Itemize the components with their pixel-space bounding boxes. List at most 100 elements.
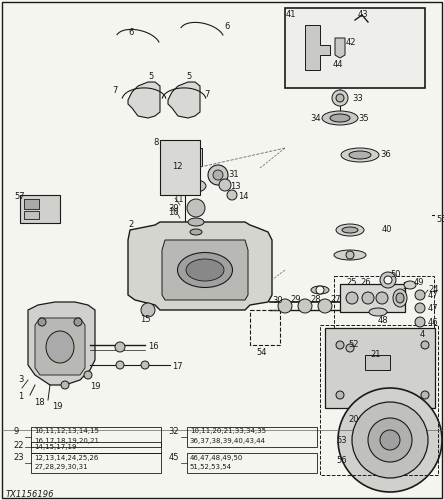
Text: 12: 12 [172,162,182,171]
Text: 25: 25 [346,278,357,287]
Polygon shape [335,38,345,58]
Text: 32: 32 [169,426,179,436]
Text: 2: 2 [128,220,133,229]
Text: 47: 47 [428,304,439,313]
Polygon shape [35,318,85,375]
Text: 51: 51 [402,282,412,291]
Circle shape [316,286,324,294]
Ellipse shape [404,281,416,289]
Text: 24: 24 [428,285,439,294]
Bar [32,442,161,452]
Circle shape [187,199,205,217]
Bar [160,140,200,195]
Text: 4: 4 [420,330,425,339]
Text: 6: 6 [128,28,133,37]
Ellipse shape [46,331,74,363]
Text: 15: 15 [140,315,151,324]
Text: 22: 22 [13,442,24,450]
Ellipse shape [342,227,358,233]
Bar [365,355,390,370]
Text: 35: 35 [358,114,369,123]
Text: 5: 5 [148,72,153,81]
Bar [340,284,405,312]
Circle shape [141,361,149,369]
Text: 6: 6 [224,22,230,31]
Polygon shape [128,222,272,310]
Circle shape [415,290,425,300]
Bar [24,199,39,209]
Circle shape [115,342,125,352]
Text: 53: 53 [336,436,347,445]
Text: 9: 9 [13,426,19,436]
Text: 27,28,29,30,31: 27,28,29,30,31 [34,464,88,470]
Text: 56: 56 [336,456,347,465]
Text: 1: 1 [18,392,23,401]
Polygon shape [28,302,95,385]
Circle shape [38,318,46,326]
Bar [32,453,161,473]
Text: 51,52,53,54: 51,52,53,54 [190,464,232,470]
Text: 7: 7 [204,90,210,99]
Ellipse shape [336,224,364,236]
Text: 30: 30 [272,296,283,305]
Text: 49: 49 [414,278,424,287]
Ellipse shape [348,412,432,468]
Circle shape [346,251,354,259]
Ellipse shape [393,289,407,307]
Circle shape [346,344,354,352]
Polygon shape [168,82,200,118]
Text: 16: 16 [148,342,159,351]
Text: 52: 52 [348,340,358,349]
Ellipse shape [186,180,206,192]
Text: 29: 29 [290,295,301,304]
Ellipse shape [349,151,371,159]
Text: 39: 39 [168,204,178,213]
Text: 46,47,48,49,50: 46,47,48,49,50 [190,455,243,461]
Text: 55: 55 [436,215,444,224]
Text: 19: 19 [90,382,100,391]
Ellipse shape [330,114,350,122]
Circle shape [318,299,332,313]
Text: 46: 46 [428,318,439,327]
Text: 19: 19 [52,402,63,411]
Circle shape [227,190,237,200]
Bar [183,152,197,162]
Circle shape [415,303,425,313]
Bar [250,310,280,345]
Circle shape [415,317,425,327]
Text: 40: 40 [382,225,392,234]
Text: 23: 23 [13,453,24,462]
Bar [325,328,435,408]
Circle shape [368,418,412,462]
Circle shape [141,303,155,317]
Text: 36: 36 [380,150,391,159]
Text: 10,11,20,21,33,34,35: 10,11,20,21,33,34,35 [190,428,266,434]
Bar [32,426,161,446]
Bar [20,195,60,223]
Text: 5: 5 [186,72,191,81]
Ellipse shape [186,259,224,281]
Text: 18: 18 [34,398,45,407]
Text: 44: 44 [333,60,344,69]
Text: 47: 47 [428,291,439,300]
Text: 48: 48 [378,316,388,325]
Ellipse shape [188,218,204,226]
Text: TX1156196: TX1156196 [6,490,55,499]
Text: 38: 38 [168,182,179,191]
Circle shape [192,182,200,190]
Circle shape [84,371,92,379]
Circle shape [362,292,374,304]
Bar [285,128,433,323]
Text: 26: 26 [360,278,371,287]
Text: 37: 37 [168,148,179,157]
Circle shape [384,276,392,284]
Bar [334,276,434,331]
Text: 28: 28 [310,295,321,304]
Text: 41: 41 [286,10,297,19]
Circle shape [336,94,344,102]
Ellipse shape [322,111,358,125]
Text: 27: 27 [330,295,341,304]
Bar [285,8,425,88]
Text: 3: 3 [18,375,24,384]
Ellipse shape [334,250,366,260]
